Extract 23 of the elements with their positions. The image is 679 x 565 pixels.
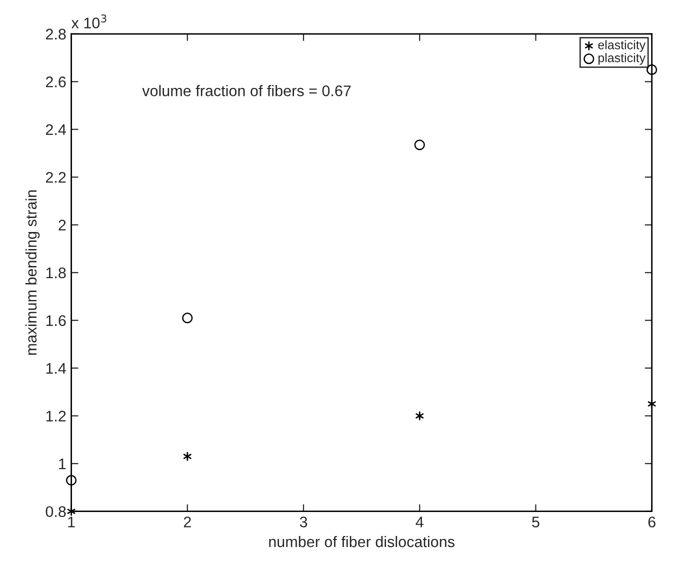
x-tick-label: 1 xyxy=(68,516,75,528)
x-tick-label: 3 xyxy=(300,516,308,528)
y-tick-label: 2.8 xyxy=(46,28,66,40)
x-tick-label: 6 xyxy=(648,516,656,528)
x-axis-title: number of fiber dislocations xyxy=(269,536,454,548)
x-tick-label: 4 xyxy=(416,516,424,528)
y-tick-label: 1.6 xyxy=(46,315,66,326)
y-tick-label: 1 xyxy=(59,458,66,470)
y-tick-label: 2.6 xyxy=(46,76,66,88)
y-tick-label: 2.2 xyxy=(46,172,66,183)
x-tick-label: 2 xyxy=(184,516,191,528)
annotation: volume fraction of fibers = 0.67 xyxy=(142,85,351,96)
legend-label: plasticity xyxy=(598,53,646,65)
legend-label: elasticity xyxy=(598,40,646,52)
y-tick-label: 2 xyxy=(58,220,66,230)
y-tick-label: 1.4 xyxy=(46,363,66,374)
y-tick-label: 2.4 xyxy=(46,124,66,135)
x-tick-label: 5 xyxy=(532,516,540,528)
text: x 10$^{3}$ xyxy=(71,14,106,28)
y-tick-label: 1.8 xyxy=(46,267,66,278)
y-tick-label: 1.2 xyxy=(46,410,66,422)
y-axis-title: maximum bending strain xyxy=(25,190,40,355)
y-tick-label: 0.8 xyxy=(46,506,66,518)
